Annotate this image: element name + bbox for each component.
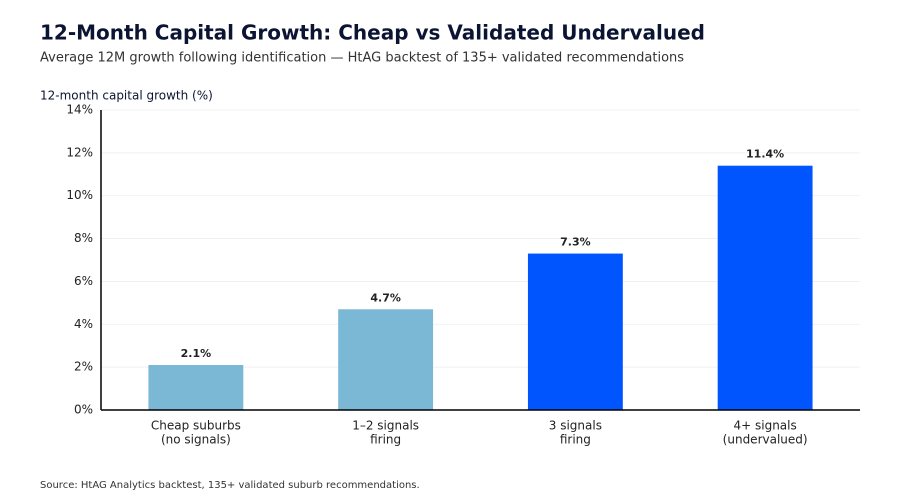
value-label: 11.4%	[746, 148, 784, 161]
y-tick-label: 4%	[74, 317, 93, 331]
x-tick-label: firing	[560, 433, 591, 447]
y-tick-label: 10%	[66, 188, 93, 202]
bar	[338, 309, 434, 410]
x-tick-label: firing	[370, 433, 401, 447]
x-tick-label: Cheap suburbs	[151, 419, 241, 433]
x-tick-label: 1–2 signals	[352, 419, 419, 433]
source-note: Source: HtAG Analytics backtest, 135+ va…	[40, 480, 420, 491]
value-label: 2.1%	[181, 347, 212, 360]
chart-title: 12-Month Capital Growth: Cheap vs Valida…	[40, 21, 705, 45]
y-tick-label: 6%	[74, 274, 93, 288]
y-tick-label: 0%	[74, 403, 93, 417]
y-tick-label: 12%	[66, 145, 93, 159]
value-label: 7.3%	[560, 236, 591, 249]
y-tick-label: 8%	[74, 231, 93, 245]
y-tick-label: 14%	[66, 103, 93, 117]
value-label: 4.7%	[370, 291, 401, 304]
bar	[717, 165, 813, 410]
bar	[527, 253, 623, 410]
bar	[148, 365, 244, 410]
x-tick-label: 4+ signals	[733, 419, 796, 433]
x-tick-label: (undervalued)	[723, 433, 808, 447]
y-tick-label: 2%	[74, 360, 93, 374]
x-tick-label: 3 signals	[549, 419, 602, 433]
chart-subtitle: Average 12M growth following identificat…	[40, 51, 684, 66]
y-axis-label: 12-month capital growth (%)	[40, 89, 213, 103]
x-tick-label: (no signals)	[161, 433, 231, 447]
